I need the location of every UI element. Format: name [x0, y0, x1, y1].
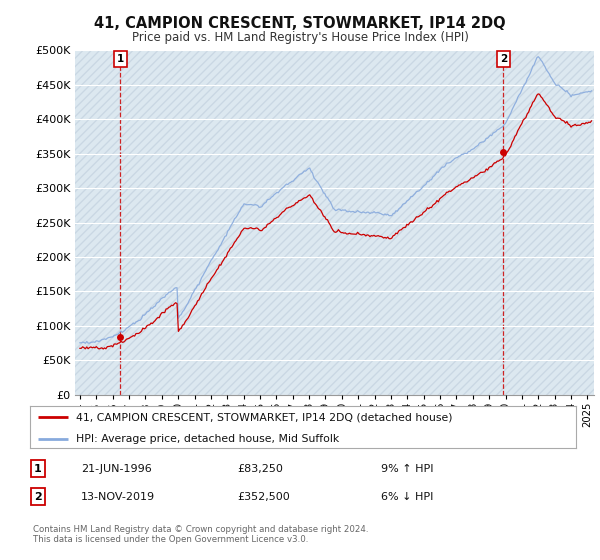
- Text: 9% ↑ HPI: 9% ↑ HPI: [381, 464, 433, 474]
- Text: 41, CAMPION CRESCENT, STOWMARKET, IP14 2DQ (detached house): 41, CAMPION CRESCENT, STOWMARKET, IP14 2…: [76, 412, 453, 422]
- Text: 2: 2: [500, 54, 507, 64]
- Text: 2: 2: [34, 492, 41, 502]
- Text: 6% ↓ HPI: 6% ↓ HPI: [381, 492, 433, 502]
- Text: 41, CAMPION CRESCENT, STOWMARKET, IP14 2DQ: 41, CAMPION CRESCENT, STOWMARKET, IP14 2…: [94, 16, 506, 31]
- Text: 13-NOV-2019: 13-NOV-2019: [81, 492, 155, 502]
- Text: Contains HM Land Registry data © Crown copyright and database right 2024.
This d: Contains HM Land Registry data © Crown c…: [33, 525, 368, 544]
- Text: £83,250: £83,250: [237, 464, 283, 474]
- Text: 1: 1: [117, 54, 124, 64]
- Text: 1: 1: [34, 464, 41, 474]
- Text: HPI: Average price, detached house, Mid Suffolk: HPI: Average price, detached house, Mid …: [76, 434, 340, 444]
- Text: Price paid vs. HM Land Registry's House Price Index (HPI): Price paid vs. HM Land Registry's House …: [131, 31, 469, 44]
- Text: 21-JUN-1996: 21-JUN-1996: [81, 464, 152, 474]
- Text: £352,500: £352,500: [237, 492, 290, 502]
